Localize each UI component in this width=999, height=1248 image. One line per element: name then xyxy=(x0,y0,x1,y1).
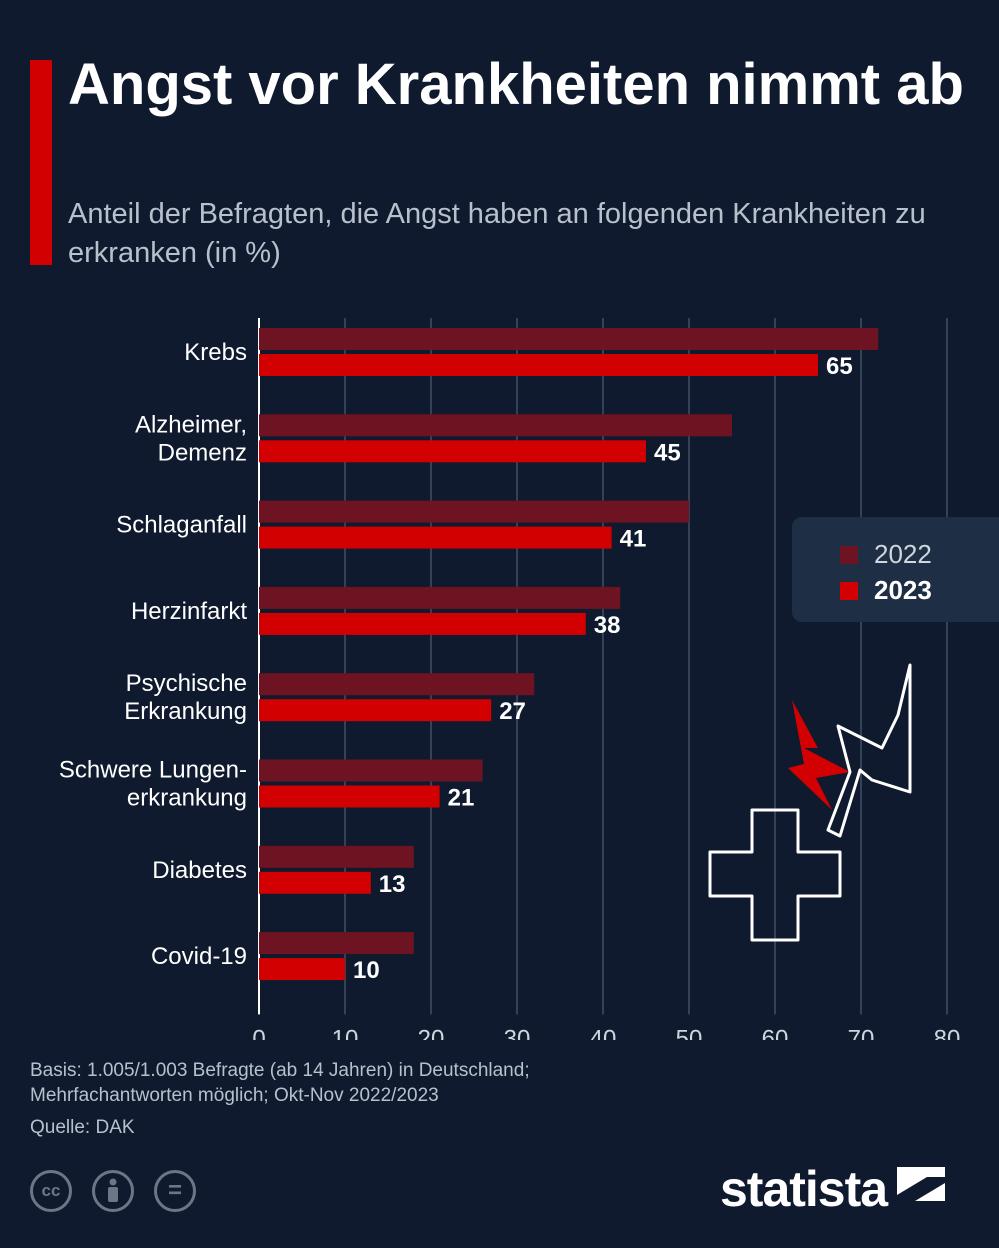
bar-2022-3 xyxy=(259,586,621,609)
bar-2023-6 xyxy=(259,871,371,894)
bar-2022-7 xyxy=(259,932,414,955)
data-label-2023-3: 38 xyxy=(594,612,621,639)
category-label-6-0: Diabetes xyxy=(152,857,247,884)
category-label-0-0: Krebs xyxy=(184,339,247,366)
data-label-2023-0: 65 xyxy=(826,353,853,380)
data-label-2023-5: 21 xyxy=(448,785,475,812)
page-subtitle: Anteil der Befragten, die Angst haben an… xyxy=(68,198,926,269)
creative-commons-icon[interactable]: cc xyxy=(30,1170,72,1212)
category-label-2-0: Schlaganfall xyxy=(116,512,247,539)
bar-2022-1 xyxy=(259,414,732,437)
bar-2023-0 xyxy=(259,354,818,376)
bar-2023-1 xyxy=(259,440,646,463)
statista-logo-icon xyxy=(897,1167,946,1211)
category-label-4-1: Erkrankung xyxy=(124,698,247,725)
footer-source: Quelle: DAK xyxy=(30,1117,135,1138)
footer-note-line2: Mehrfachantworten möglich; Okt-Nov 2022/… xyxy=(30,1085,439,1106)
legend-label-2022: 2022 xyxy=(874,539,932,569)
x-tick-label-40: 40 xyxy=(590,1025,617,1040)
statista-brand[interactable]: statista xyxy=(720,1160,946,1218)
bar-2022-5 xyxy=(259,759,483,782)
x-tick-label-60: 60 xyxy=(762,1025,789,1040)
bar-2022-4 xyxy=(259,673,535,696)
footer-note: Basis: 1.005/1.003 Befragte (ab 14 Jahre… xyxy=(30,1058,730,1108)
brand-name: statista xyxy=(720,1161,888,1217)
footer-note-line1: Basis: 1.005/1.003 Befragte (ab 14 Jahre… xyxy=(30,1060,530,1081)
bar-2023-5 xyxy=(259,785,440,808)
no-derivatives-icon[interactable]: = xyxy=(154,1170,196,1212)
x-tick-label-30: 30 xyxy=(504,1025,531,1040)
data-label-2023-6: 13 xyxy=(379,871,406,898)
bar-2023-7 xyxy=(259,958,345,981)
category-label-7-0: Covid-19 xyxy=(151,943,247,970)
bar-chart: 0 10 20 30 40 50 60 70 80 65 Krebs 45 Alzheimer,Deme… xyxy=(59,318,961,1040)
data-label-2023-4: 27 xyxy=(499,698,526,725)
category-label-3-0: Herzinfarkt xyxy=(131,598,247,625)
health-illustration xyxy=(708,663,912,942)
bar-2023-2 xyxy=(259,526,612,549)
bar-2022-0 xyxy=(259,328,879,350)
page-title: Angst vor Krankheiten nimmt ab xyxy=(68,52,964,117)
attribution-person-icon[interactable] xyxy=(92,1170,134,1212)
legend-item-2023: 2023 xyxy=(840,575,932,606)
data-label-2023-7: 10 xyxy=(353,957,380,984)
bar-2023-4 xyxy=(259,699,492,722)
x-tick-label-80: 80 xyxy=(934,1025,961,1040)
legend-swatch-2023 xyxy=(840,581,858,600)
legend-item-2022: 2022 xyxy=(840,539,932,570)
x-tick-label-0: 0 xyxy=(252,1025,265,1040)
lightning-bolt-icon xyxy=(788,700,850,810)
bar-2022-6 xyxy=(259,845,414,868)
x-tick-label-10: 10 xyxy=(332,1025,359,1040)
category-label-1-1: Demenz xyxy=(158,439,247,466)
bar-2022-2 xyxy=(259,500,689,523)
category-label-5-0: Schwere Lungen- xyxy=(59,757,247,784)
category-label-4-0: Psychische xyxy=(126,670,247,697)
x-tick-label-20: 20 xyxy=(418,1025,445,1040)
legend-label-2023: 2023 xyxy=(874,575,932,605)
bar-2023-3 xyxy=(259,612,586,635)
data-label-2023-2: 41 xyxy=(620,526,647,553)
category-label-1-0: Alzheimer, xyxy=(135,411,247,438)
lightning-outline-icon xyxy=(826,663,912,838)
category-label-5-1: erkrankung xyxy=(127,785,247,812)
legend: 2022 2023 xyxy=(792,517,999,622)
legend-swatch-2022 xyxy=(840,545,858,564)
license-icons: cc = xyxy=(30,1170,216,1212)
title-accent-bar xyxy=(30,60,52,265)
data-label-2023-1: 45 xyxy=(654,439,681,466)
medical-cross-icon xyxy=(708,808,842,942)
x-tick-label-70: 70 xyxy=(848,1025,875,1040)
x-tick-label-50: 50 xyxy=(676,1025,703,1040)
